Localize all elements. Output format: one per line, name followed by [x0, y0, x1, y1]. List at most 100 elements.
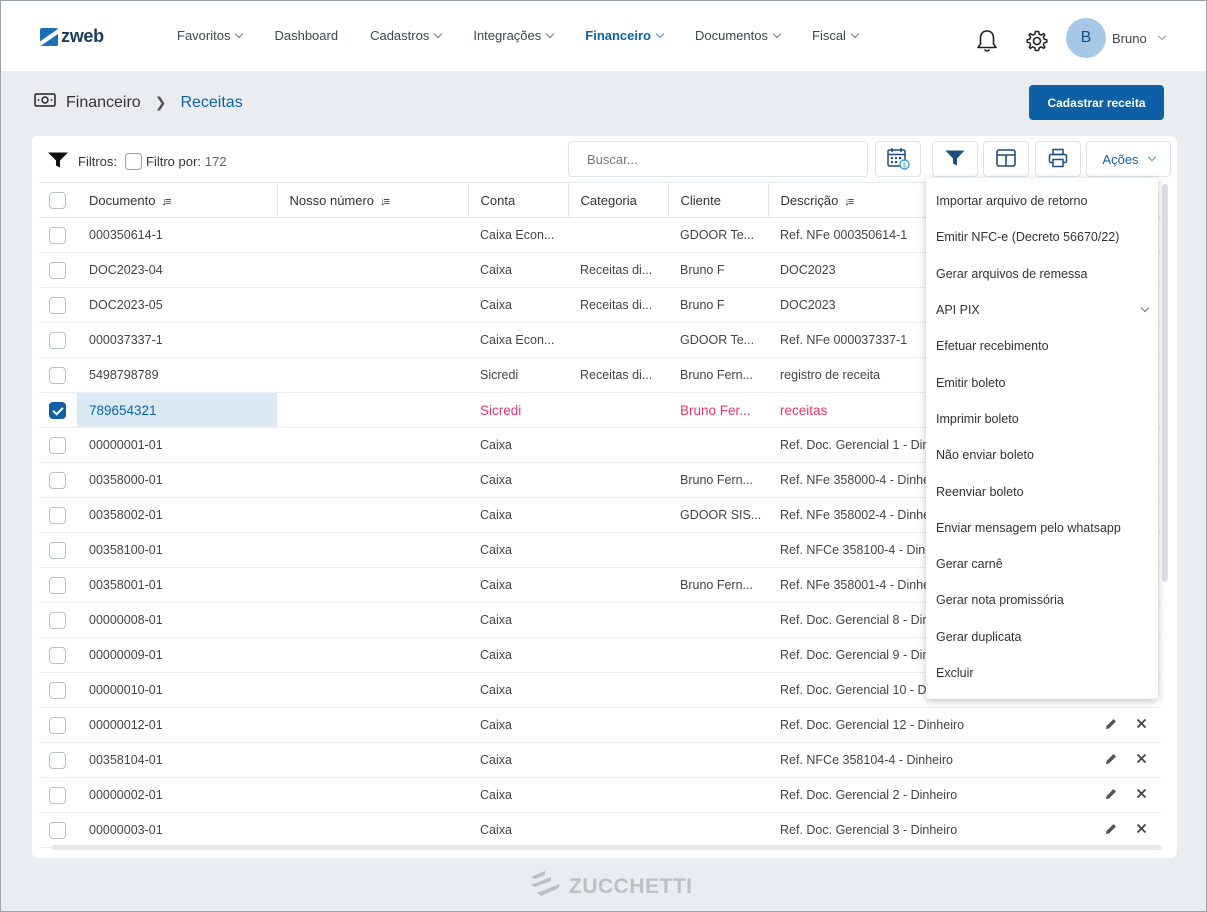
table-row[interactable]: 00000012-01 Caixa Ref. Doc. Gerencial 12 -…	[39, 707, 1161, 743]
column-header-documento[interactable]: Documento ↓≡	[77, 182, 278, 218]
table-row[interactable]: 00000002-01 Caixa Ref. Doc. Gerencial 2 - …	[39, 777, 1161, 813]
row-checkbox[interactable]	[49, 366, 66, 384]
menu-item[interactable]: Enviar mensagem pelo whatsapp	[926, 510, 1158, 546]
user-name[interactable]: Bruno	[1112, 30, 1147, 46]
select-all-checkbox[interactable]	[49, 191, 66, 209]
row-checkbox[interactable]	[49, 541, 66, 559]
table-row[interactable]: 00358001-01 Caixa Bruno Fern... Ref. NFe 35…	[39, 567, 1161, 603]
categoria-cell	[568, 742, 668, 778]
table-row[interactable]: 00000003-01 Caixa Ref. Doc. Gerencial 3 - …	[39, 812, 1161, 848]
row-checkbox[interactable]	[49, 821, 66, 839]
columns-layout-button[interactable]	[983, 141, 1029, 177]
column-header-conta[interactable]: Conta	[468, 182, 569, 218]
delete-close-icon[interactable]	[1136, 717, 1147, 734]
menu-item[interactable]: Gerar arquivos de remessa	[926, 256, 1158, 292]
row-checkbox[interactable]	[49, 401, 66, 419]
column-header-cliente[interactable]: Cliente	[668, 182, 769, 218]
row-checkbox[interactable]	[49, 786, 66, 804]
menu-item[interactable]: Importar arquivo de retorno	[926, 183, 1158, 219]
menu-item[interactable]: Excluir	[926, 655, 1158, 691]
acoes-dropdown-button[interactable]: Ações	[1086, 141, 1171, 177]
row-checkbox[interactable]	[49, 331, 66, 349]
edit-pencil-icon[interactable]	[1104, 822, 1118, 839]
column-label: Descrição	[780, 192, 839, 208]
row-checkbox[interactable]	[49, 576, 66, 594]
edit-pencil-icon[interactable]	[1104, 787, 1118, 804]
row-select-cell	[39, 707, 77, 743]
print-button[interactable]	[1035, 141, 1081, 177]
column-label: Nosso número	[289, 192, 375, 208]
logo-text: zweb	[61, 26, 104, 46]
nav-item-cadastros[interactable]: Cadastros	[370, 28, 443, 43]
acoes-chevron-down-icon	[1147, 152, 1156, 162]
row-checkbox[interactable]	[49, 506, 66, 524]
app-logo[interactable]: zweb	[40, 26, 104, 47]
date-filter-button[interactable]: $	[875, 141, 921, 177]
delete-close-icon[interactable]	[1136, 752, 1147, 769]
cadastrar-receita-button[interactable]: Cadastrar receita	[1029, 85, 1164, 120]
menu-item[interactable]: Não enviar boleto	[926, 437, 1158, 473]
delete-close-icon[interactable]	[1136, 787, 1147, 804]
menu-item[interactable]: Emitir boleto	[926, 364, 1158, 400]
breadcrumb-separator-icon: ❯	[154, 94, 167, 110]
row-checkbox[interactable]	[49, 471, 66, 489]
user-menu-chevron-down-icon[interactable]	[1157, 31, 1166, 41]
sort-descending-icon[interactable]: ↓≡	[161, 195, 171, 208]
settings-gear-icon[interactable]	[1025, 29, 1049, 53]
horizontal-scrollbar[interactable]	[52, 845, 1162, 850]
cliente-cell	[668, 742, 768, 778]
menu-item[interactable]: Emitir NFC-e (Decreto 56670/22)	[926, 219, 1158, 255]
row-checkbox[interactable]	[49, 716, 66, 734]
menu-item[interactable]: Gerar nota promissória	[926, 582, 1158, 618]
table-row[interactable]: 789654321 Sicredi Bruno Fer... receitas	[39, 392, 1161, 428]
advanced-filter-button[interactable]	[932, 141, 978, 177]
delete-close-icon[interactable]	[1136, 822, 1147, 839]
filter-by-checkbox[interactable]	[125, 153, 142, 170]
vertical-scrollbar[interactable]	[1162, 184, 1168, 582]
nav-item-favoritos[interactable]: Favoritos	[177, 28, 244, 43]
nosso-numero-cell	[277, 742, 468, 778]
submenu-chevron-down-icon[interactable]	[1140, 303, 1150, 313]
documento-cell: 00000010-01	[77, 672, 277, 708]
column-header-categoria[interactable]: Categoria	[568, 182, 669, 218]
menu-item[interactable]: Efetuar recebimento	[926, 328, 1158, 364]
menu-item[interactable]: Gerar carnê	[926, 546, 1158, 582]
row-checkbox[interactable]	[49, 261, 66, 279]
menu-item[interactable]: Imprimir boleto	[926, 401, 1158, 437]
row-checkbox[interactable]	[49, 681, 66, 699]
descricao-cell: Ref. Doc. Gerencial 12 - Dinheiro	[768, 707, 1068, 743]
edit-pencil-icon[interactable]	[1104, 752, 1118, 769]
row-checkbox[interactable]	[49, 646, 66, 664]
menu-item[interactable]: API PIX	[926, 292, 1158, 328]
cliente-cell: Bruno F	[668, 252, 768, 288]
nav-item-dashboard[interactable]: Dashboard	[274, 28, 338, 43]
nav-item-fiscal[interactable]: Fiscal	[812, 28, 860, 43]
filter-funnel-icon[interactable]	[47, 151, 69, 172]
row-select-cell	[39, 567, 77, 603]
menu-item[interactable]: Gerar duplicata	[926, 619, 1158, 655]
row-checkbox[interactable]	[49, 296, 66, 314]
sort-descending-icon[interactable]: ↓≡	[844, 195, 854, 208]
column-header-nosso-numero[interactable]: Nosso número ↓≡	[277, 182, 469, 218]
edit-pencil-icon[interactable]	[1104, 717, 1118, 734]
breadcrumb-parent[interactable]: Financeiro	[66, 93, 141, 111]
table-layout-icon	[996, 148, 1016, 170]
row-checkbox[interactable]	[49, 611, 66, 629]
table-row[interactable]: 00358002-01 Caixa GDOOR SIS... Ref. NFe 358…	[39, 497, 1161, 533]
table-row[interactable]: 00358104-01 Caixa Ref. NFCe 358104-4 - Din…	[39, 742, 1161, 778]
menu-item[interactable]: Reenviar boleto	[926, 473, 1158, 509]
search-input[interactable]	[568, 141, 868, 177]
sort-descending-icon[interactable]: ↓≡	[380, 195, 390, 208]
row-checkbox[interactable]	[49, 226, 66, 244]
nav-item-financeiro[interactable]: Financeiro	[585, 28, 665, 43]
documento-cell: 00000009-01	[77, 637, 277, 673]
documento-cell: 5498798789	[77, 357, 277, 393]
table-row[interactable]: 000037337-1 Caixa Econ... GDOOR Te... Ref. …	[39, 322, 1161, 358]
notification-bell-icon[interactable]	[976, 29, 998, 53]
nav-item-documentos[interactable]: Documentos	[695, 28, 782, 43]
user-avatar[interactable]: B	[1066, 18, 1106, 58]
row-checkbox[interactable]	[49, 751, 66, 769]
row-checkbox[interactable]	[49, 436, 66, 454]
nav-item-integracoes[interactable]: Integrações	[473, 28, 555, 43]
breadcrumb-current: Receitas	[180, 93, 243, 111]
